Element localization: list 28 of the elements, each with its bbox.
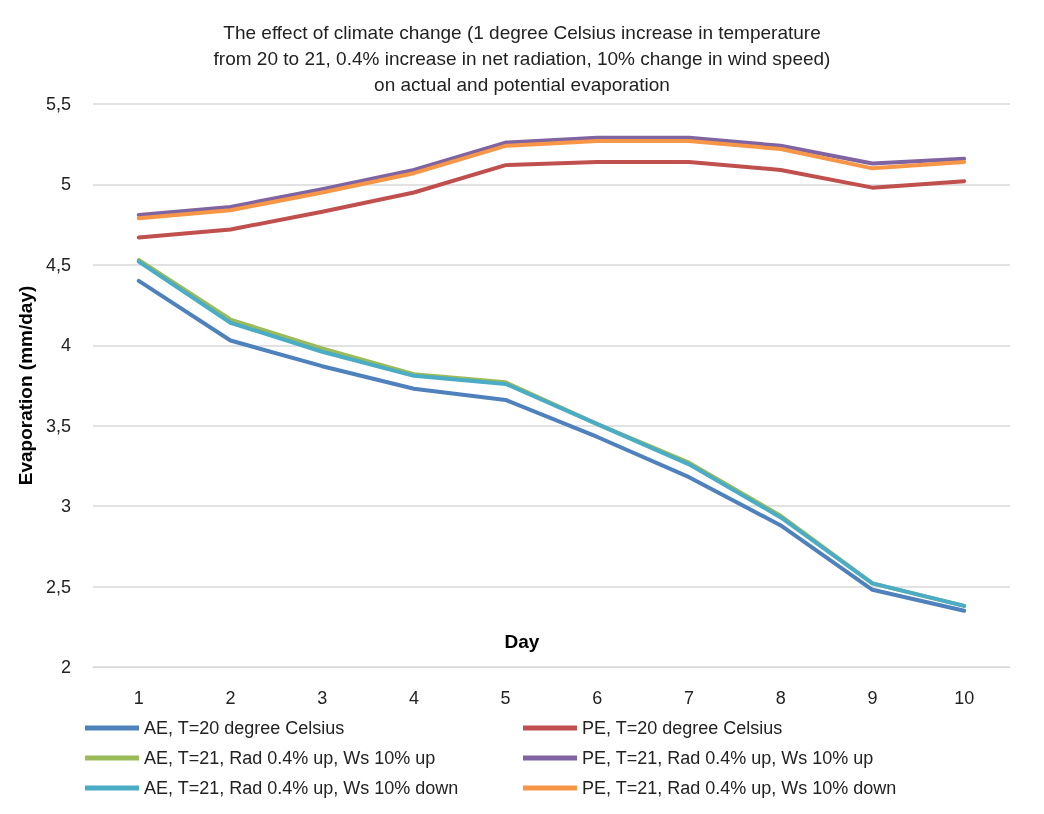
legend-label: PE, T=21, Rad 0.4% up, Ws 10% up <box>582 748 874 768</box>
y-tick-label: 4 <box>60 335 71 356</box>
y-tick-label: 5,5 <box>45 94 71 114</box>
y-tick-label: 3,5 <box>45 415 71 436</box>
y-tick-label: 2,5 <box>45 576 71 597</box>
x-tick-label: 10 <box>954 688 975 708</box>
x-tick-label: 1 <box>133 688 144 708</box>
x-tick-label: 6 <box>592 688 603 708</box>
x-tick-label: 3 <box>317 688 328 708</box>
legend-label: AE, T=21, Rad 0.4% up, Ws 10% up <box>144 748 436 768</box>
legend-label: AE, T=20 degree Celsius <box>144 718 345 738</box>
chart-title: The effect of climate change (1 degree Celsius increase in temperature from 20 to 21, 0.4% increase in net radiation, 10% change in wind speed) on actual and potential evaporation <box>213 21 831 95</box>
legend-label: AE, T=21, Rad 0.4% up, Ws 10% down <box>144 778 459 798</box>
legend-label: PE, T=21, Rad 0.4% up, Ws 10% down <box>582 778 897 798</box>
y-tick-label: 2 <box>60 657 71 677</box>
x-tick-label: 7 <box>684 688 695 708</box>
y-tick-label: 3 <box>60 496 71 517</box>
x-tick-label: 2 <box>225 688 236 708</box>
x-axis-title: Day <box>504 631 540 652</box>
y-tick-label: 5 <box>60 174 71 195</box>
x-tick-label: 5 <box>500 688 511 708</box>
line-series <box>136 159 967 240</box>
x-tick-label: 9 <box>867 688 878 708</box>
legend-label: PE, T=20 degree Celsius <box>582 718 783 738</box>
x-tick-label: 8 <box>775 688 786 708</box>
y-axis-title: Evaporation (mm/day) <box>15 285 36 486</box>
x-tick-label: 4 <box>408 688 419 708</box>
y-tick-label: 4,5 <box>45 254 71 275</box>
